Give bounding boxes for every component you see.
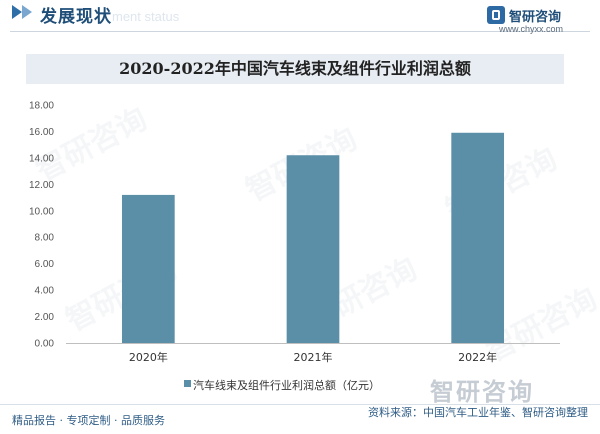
header-divider — [10, 31, 590, 32]
chart-title: 2020-2022年中国汽车线束及组件行业利润总额 — [119, 59, 471, 78]
section-subtitle: ment status — [112, 9, 180, 24]
x-tick-label: 2022年 — [458, 350, 497, 364]
y-tick-label: 0.00 — [35, 339, 55, 350]
footer-slogan: 精品报告 · 专项定制 · 品质服务 — [12, 414, 165, 427]
footer-brand-watermark: 智研咨询 — [430, 378, 534, 406]
y-tick-label: 10.00 — [29, 206, 54, 217]
source-note: 资料来源：中国汽车工业年鉴、智研咨询整理 — [368, 406, 588, 419]
brand-logo-block: 智研咨询 www.chyxx.com — [487, 4, 597, 34]
y-tick-label: 14.00 — [29, 153, 54, 164]
y-tick-label: 4.00 — [35, 286, 55, 297]
x-tick-label: 2020年 — [129, 350, 168, 364]
bar — [121, 194, 175, 343]
header-arrow-icon — [12, 5, 22, 19]
legend-label: 汽车线束及组件行业利润总额（亿元） — [193, 379, 380, 392]
y-tick-label: 16.00 — [29, 127, 54, 138]
brand-logo-icon — [487, 6, 505, 24]
y-tick-label: 6.00 — [35, 259, 55, 270]
section-title: 发展现状 — [40, 7, 112, 27]
y-tick-label: 12.00 — [29, 180, 54, 191]
legend-swatch — [184, 380, 191, 387]
x-tick-label: 2021年 — [294, 350, 333, 364]
bar — [451, 132, 505, 343]
bar — [286, 155, 340, 343]
brand-name: 智研咨询 — [509, 10, 562, 25]
footer-divider — [0, 404, 600, 405]
brand-url: www.chyxx.com — [499, 24, 564, 34]
y-tick-label: 18.00 — [29, 101, 54, 112]
y-tick-label: 2.00 — [35, 312, 55, 323]
header-arrow-icon — [22, 5, 32, 19]
chart-title-banner: 2020-2022年中国汽车线束及组件行业利润总额 — [26, 54, 564, 84]
y-tick-label: 8.00 — [35, 233, 55, 244]
header: 发展现状 ment status — [0, 0, 600, 32]
